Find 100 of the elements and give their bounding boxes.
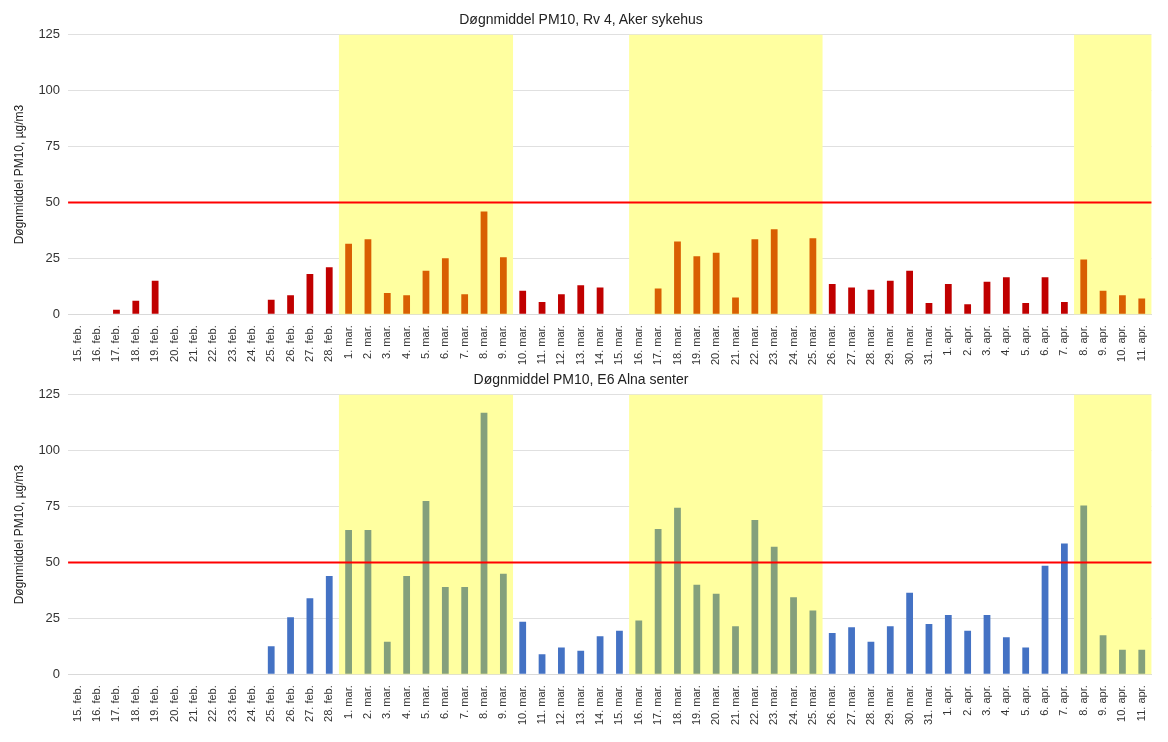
bar [848, 287, 855, 314]
y-tick-label: 125 [38, 26, 61, 42]
bar [635, 620, 643, 674]
x-tick-label: 15. feb. [70, 685, 83, 722]
bar [403, 295, 411, 314]
x-tick-label: 17. feb. [109, 325, 122, 362]
x-tick-label: 24. mar. [786, 325, 799, 366]
x-tick-label: 9. apr. [1096, 325, 1109, 356]
x-tick-label: 29. mar. [883, 685, 896, 726]
bar [1080, 259, 1088, 314]
bar [1080, 505, 1088, 674]
bar [944, 284, 952, 314]
x-tick-label: 6. apr. [1038, 325, 1051, 356]
x-tick-label: 16. feb. [90, 685, 103, 722]
x-tick-label: 5. mar. [419, 325, 432, 359]
x-tick-label: 14. mar. [593, 325, 606, 366]
x-tick-label: 8. apr. [1076, 325, 1089, 356]
x-tick-label: 26. mar. [825, 685, 838, 726]
bar [693, 584, 701, 674]
bar [1138, 298, 1146, 314]
x-tick-label: 7. mar. [457, 325, 470, 359]
x-tick-label: 21. mar. [728, 325, 741, 366]
bar [674, 507, 681, 674]
x-tick-label: 16. feb. [90, 325, 103, 362]
bar [1022, 303, 1030, 314]
x-tick-label: 27. feb. [302, 685, 315, 722]
x-tick-label: 31. mar. [922, 325, 934, 366]
bar [944, 615, 952, 674]
bar [345, 243, 352, 314]
x-tick-label: 27. mar. [844, 325, 857, 366]
x-tick-label: 21. feb. [186, 325, 199, 362]
x-tick-label: 26. mar. [825, 325, 838, 366]
x-tick-label: 17. mar. [651, 685, 664, 726]
x-tick-label: 27. feb. [302, 325, 315, 362]
x-tick-label: 4. apr. [999, 325, 1012, 356]
x-tick-label: 28. mar. [863, 325, 876, 366]
x-tick-label: 22. mar. [747, 685, 760, 726]
bar [499, 257, 507, 314]
x-tick-label: 13. mar. [573, 325, 586, 366]
x-tick-label: 28. mar. [863, 685, 876, 726]
bar [287, 295, 294, 314]
x-tick-label: 7. mar. [457, 685, 470, 719]
x-tick-label: 8. mar. [477, 325, 490, 359]
bar [732, 626, 739, 674]
bar [441, 587, 449, 674]
y-tick-label: 75 [45, 498, 61, 514]
chart-title: Døgnmiddel PM10, E6 Alna senter [473, 371, 689, 388]
x-tick-label: 4. mar. [399, 685, 412, 719]
bar [654, 288, 662, 314]
x-tick-label: 28. feb. [322, 325, 335, 362]
x-tick-label: 16. mar. [631, 325, 644, 366]
chart-title: Døgnmiddel PM10, Rv 4, Aker sykehus [459, 11, 703, 28]
bar [693, 256, 701, 314]
bar [712, 593, 720, 674]
bar [674, 241, 681, 314]
bar [267, 646, 275, 674]
y-tick-label: 25 [45, 609, 61, 625]
bar [925, 303, 933, 314]
x-tick-label: 19. feb. [148, 325, 161, 362]
x-tick-label: 18. feb. [128, 325, 141, 362]
bar [886, 626, 894, 674]
bar [383, 293, 391, 314]
y-tick-label: 125 [38, 386, 61, 402]
x-tick-label: 5. apr. [1018, 685, 1031, 716]
bar [577, 650, 585, 674]
bar [403, 575, 411, 674]
bar [577, 285, 585, 314]
x-tick-label: 18. mar. [670, 325, 683, 366]
bar [1002, 277, 1010, 314]
x-tick-label: 14. mar. [593, 685, 606, 726]
bar [267, 299, 275, 314]
bar [712, 252, 720, 314]
x-tick-label: 10. apr. [1115, 325, 1128, 362]
x-tick-label: 18. mar. [670, 685, 683, 726]
x-tick-label: 1. apr. [941, 325, 954, 356]
x-tick-label: 13. mar. [573, 685, 586, 726]
x-tick-label: 24. feb. [244, 325, 257, 362]
bar [1119, 295, 1126, 314]
x-tick-label: 3. apr. [980, 685, 993, 716]
x-tick-label: 20. feb. [167, 685, 180, 722]
x-tick-label: 7. apr. [1057, 325, 1070, 356]
x-tick-label: 24. feb. [244, 685, 257, 722]
x-tick-label: 23. mar. [767, 685, 780, 726]
x-tick-label: 7. apr. [1057, 685, 1070, 716]
x-tick-label: 9. mar. [496, 325, 509, 359]
bar [538, 654, 546, 674]
bar [1061, 543, 1068, 674]
bar [616, 630, 623, 674]
y-axis-title: Døgnmiddel PM10, µg/m3 [11, 464, 26, 605]
bar [325, 267, 333, 314]
x-tick-label: 1. apr. [941, 685, 954, 716]
bar [964, 304, 972, 314]
x-tick-label: 20. mar. [709, 685, 722, 726]
y-axis-title: Døgnmiddel PM10, µg/m3 [11, 104, 26, 245]
x-tick-label: 26. feb. [283, 325, 296, 362]
bar [151, 280, 159, 314]
bar [519, 290, 527, 314]
bar [886, 280, 894, 314]
bar [848, 627, 855, 674]
bar [654, 528, 662, 674]
